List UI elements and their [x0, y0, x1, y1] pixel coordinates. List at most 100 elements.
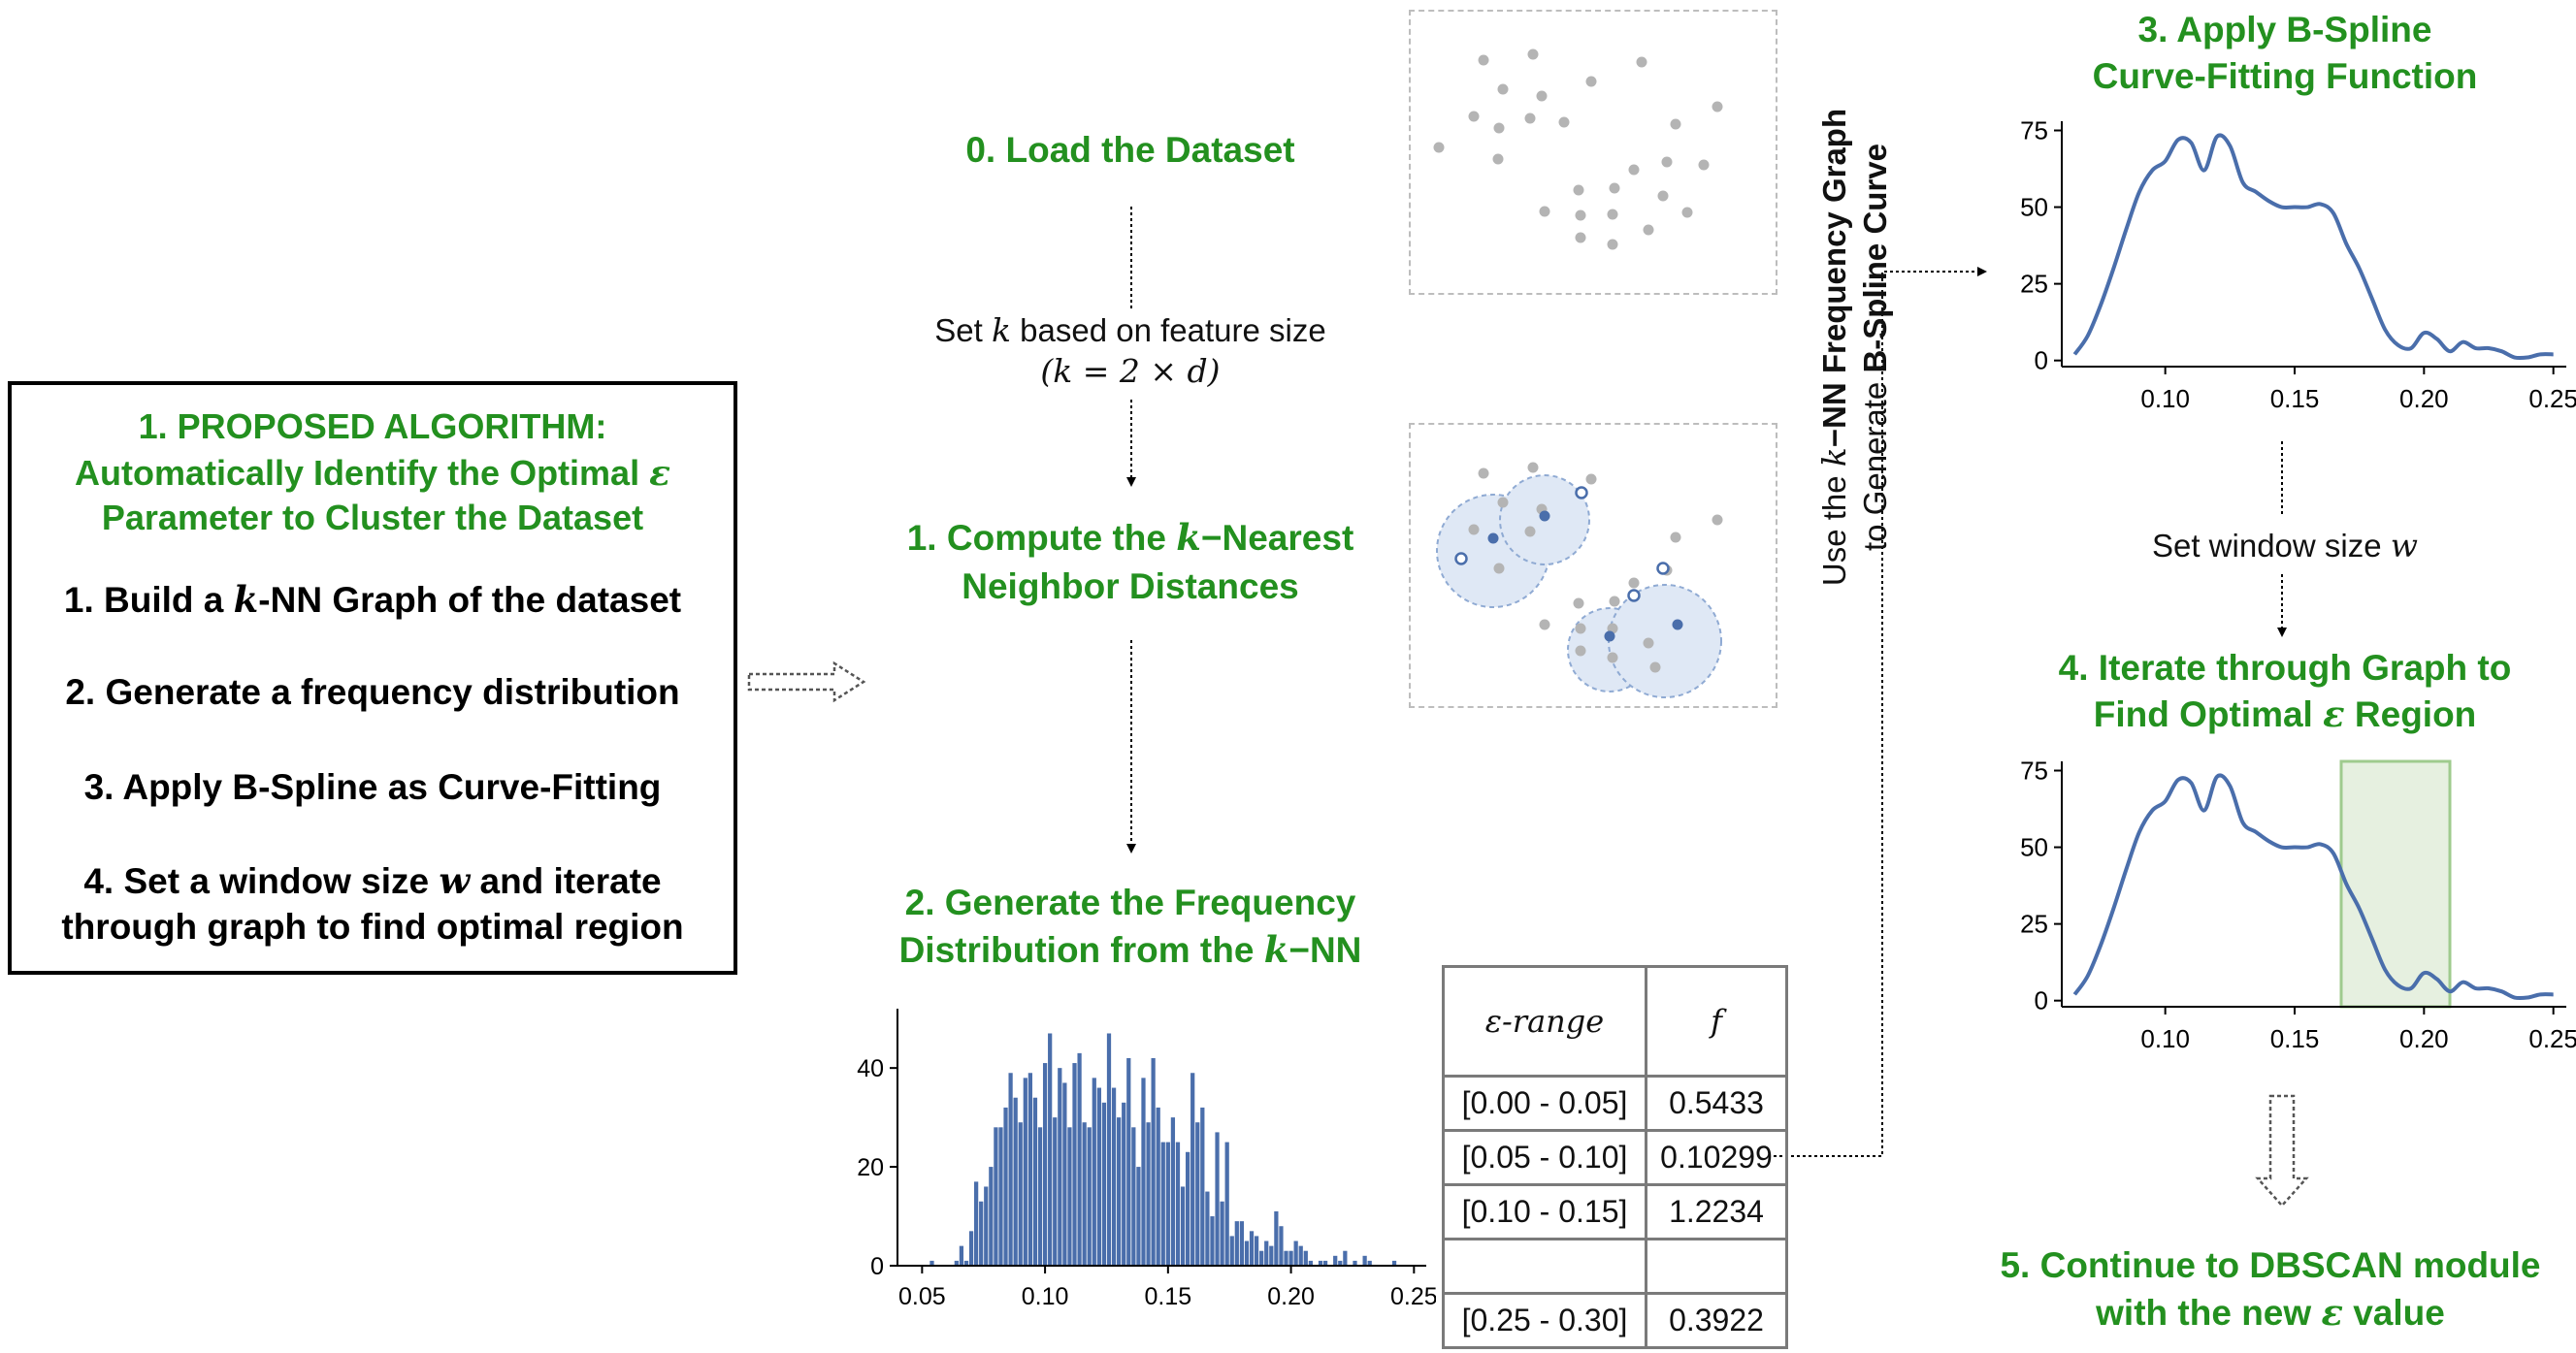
histogram-bar	[1254, 1236, 1259, 1266]
histogram-bar	[1195, 1122, 1200, 1266]
query-points	[1487, 510, 1683, 642]
step-1-title: 1. Compute the k−Nearest	[906, 516, 1354, 559]
step-2-title: 2. Generate the Frequency	[904, 883, 1356, 922]
algorithm-heading-line3: Parameter to Cluster the Dataset	[101, 498, 644, 537]
histogram-bar	[1229, 1236, 1234, 1266]
x-tick-label: 0.15	[1145, 1283, 1192, 1310]
histogram-bar	[1239, 1221, 1245, 1266]
histogram-bar	[1298, 1245, 1303, 1266]
histogram-bar	[984, 1186, 989, 1266]
histogram-bar	[973, 1181, 979, 1266]
histogram-bar	[1122, 1102, 1126, 1266]
table-cell-range: [0.10 - 0.15]	[1442, 1183, 1647, 1240]
step-4-title-line2: Find Optimal ε Region	[2093, 693, 2477, 735]
y-tick-label: 25	[2020, 910, 2048, 939]
x-tick-label: 0.20	[2399, 1024, 2449, 1053]
step-5-title-line2: with the new ε value	[2096, 1291, 2445, 1334]
histogram-bar	[1220, 1201, 1224, 1266]
y-tick-label: 40	[857, 1055, 884, 1082]
histogram-bar	[1264, 1240, 1269, 1266]
histogram-bar	[1284, 1250, 1288, 1266]
set-window-note: Set window size w	[2151, 527, 2419, 564]
header-eps-range: ε-range	[1442, 965, 1647, 1078]
table-cell-f: 0.10299	[1645, 1129, 1788, 1186]
histogram-bar	[1308, 1260, 1313, 1266]
histogram-bar	[1215, 1132, 1220, 1266]
histogram-bar	[1146, 1122, 1151, 1266]
neighbor-markers	[1454, 486, 1670, 602]
histogram-bar	[929, 1260, 934, 1266]
algorithm-step-2: 2. Generate a frequency distribution	[65, 672, 680, 712]
x-tick-label: 0.15	[2270, 1024, 2320, 1053]
histogram-bar	[1087, 1127, 1092, 1266]
histogram-bar	[1303, 1250, 1308, 1266]
histogram-bar	[989, 1167, 994, 1266]
histogram-bar	[1224, 1142, 1229, 1266]
histogram-bar	[1322, 1260, 1328, 1266]
histogram-bar	[979, 1201, 984, 1266]
bspline-curve	[2072, 133, 2554, 361]
histogram-bar	[1141, 1078, 1146, 1266]
table-cell-f	[1645, 1238, 1788, 1295]
optimal-window-region	[2339, 759, 2452, 1009]
header-f: f	[1645, 965, 1788, 1078]
bspline-curve	[2072, 773, 2554, 1001]
algorithm-step-1: 1. Build a k-NN Graph of the dataset	[63, 578, 682, 621]
algorithm-heading: 1. PROPOSED ALGORITHM:	[138, 406, 607, 446]
histogram-bar	[1170, 1117, 1176, 1266]
y-tick-label: 0	[2035, 986, 2048, 1015]
histogram-bar	[1003, 1107, 1008, 1266]
histogram-bar	[1288, 1250, 1293, 1266]
histogram-bar	[1067, 1127, 1072, 1266]
histogram-bar	[959, 1245, 964, 1266]
table-row	[1442, 1238, 1788, 1295]
histogram-bar	[1151, 1057, 1156, 1266]
rotated-note-line1: Use the k−NN Frequency Graph	[1815, 108, 1853, 587]
table-cell-range: [0.05 - 0.10]	[1442, 1129, 1647, 1186]
histogram-bar	[1362, 1255, 1367, 1266]
histogram-bar	[1333, 1255, 1338, 1266]
algorithm-step-3: 3. Apply B-Spline as Curve-Fitting	[83, 767, 662, 807]
table-cell-range: [0.25 - 0.30]	[1442, 1292, 1647, 1349]
data-points	[1433, 48, 1723, 250]
algorithm-step-4-cont: through graph to find optimal region	[61, 907, 684, 947]
y-tick-label: 75	[2020, 756, 2048, 785]
dataset-panel	[1409, 10, 1777, 295]
dataset-scatter	[1433, 48, 1723, 250]
table-row: [0.25 - 0.30] 0.3922	[1442, 1292, 1788, 1349]
x-tick-label: 0.25	[2528, 1024, 2576, 1053]
step-0-title: 0. Load the Dataset	[965, 130, 1295, 170]
table-row: [0.00 - 0.05] 0.5433	[1442, 1075, 1788, 1132]
bspline-chart: 0.10 0.15 0.20 0.25 0 25 50 75	[2020, 115, 2576, 413]
x-tick-label: 0.05	[898, 1283, 946, 1310]
y-tick-label: 50	[2020, 833, 2048, 862]
y-tick-label: 0	[2035, 346, 2048, 375]
histogram-bar	[1013, 1097, 1018, 1266]
x-tick-label: 0.10	[2140, 1024, 2190, 1053]
histogram-bar	[1259, 1250, 1264, 1266]
y-tick-label: 75	[2020, 115, 2048, 145]
histogram-bar	[1101, 1102, 1107, 1266]
hollow-arrow-right-icon	[747, 660, 866, 703]
table-cell-range: [0.00 - 0.05]	[1442, 1075, 1647, 1132]
histogram-bar	[1053, 1117, 1058, 1266]
table-row: [0.10 - 0.15] 1.2234	[1442, 1183, 1788, 1240]
histogram-bar	[998, 1127, 1003, 1266]
step-1-title-line2: Neighbor Distances	[962, 566, 1299, 606]
step-4-title: 4. Iterate through Graph to	[2058, 648, 2512, 688]
algorithm-box: 1. PROPOSED ALGORITHM: Automatically Ide…	[8, 381, 737, 975]
knn-panel	[1409, 423, 1777, 708]
histogram-bar	[1156, 1107, 1160, 1266]
histogram-bar	[1117, 1117, 1122, 1266]
histogram-bar	[1175, 1142, 1181, 1266]
x-tick-label: 0.25	[1390, 1283, 1436, 1310]
histogram-bar	[1367, 1260, 1372, 1266]
histogram-bar	[1072, 1063, 1077, 1266]
histogram-bar	[1096, 1087, 1101, 1266]
histogram-bar	[1293, 1240, 1298, 1266]
histogram-bar	[968, 1231, 974, 1266]
algorithm-step-4: 4. Set a window size w and iterate	[83, 859, 662, 902]
rotated-note-line2: to Generate B-Spline Curve	[1857, 144, 1893, 551]
step-3-title-line2: Curve-Fitting Function	[2092, 56, 2478, 96]
